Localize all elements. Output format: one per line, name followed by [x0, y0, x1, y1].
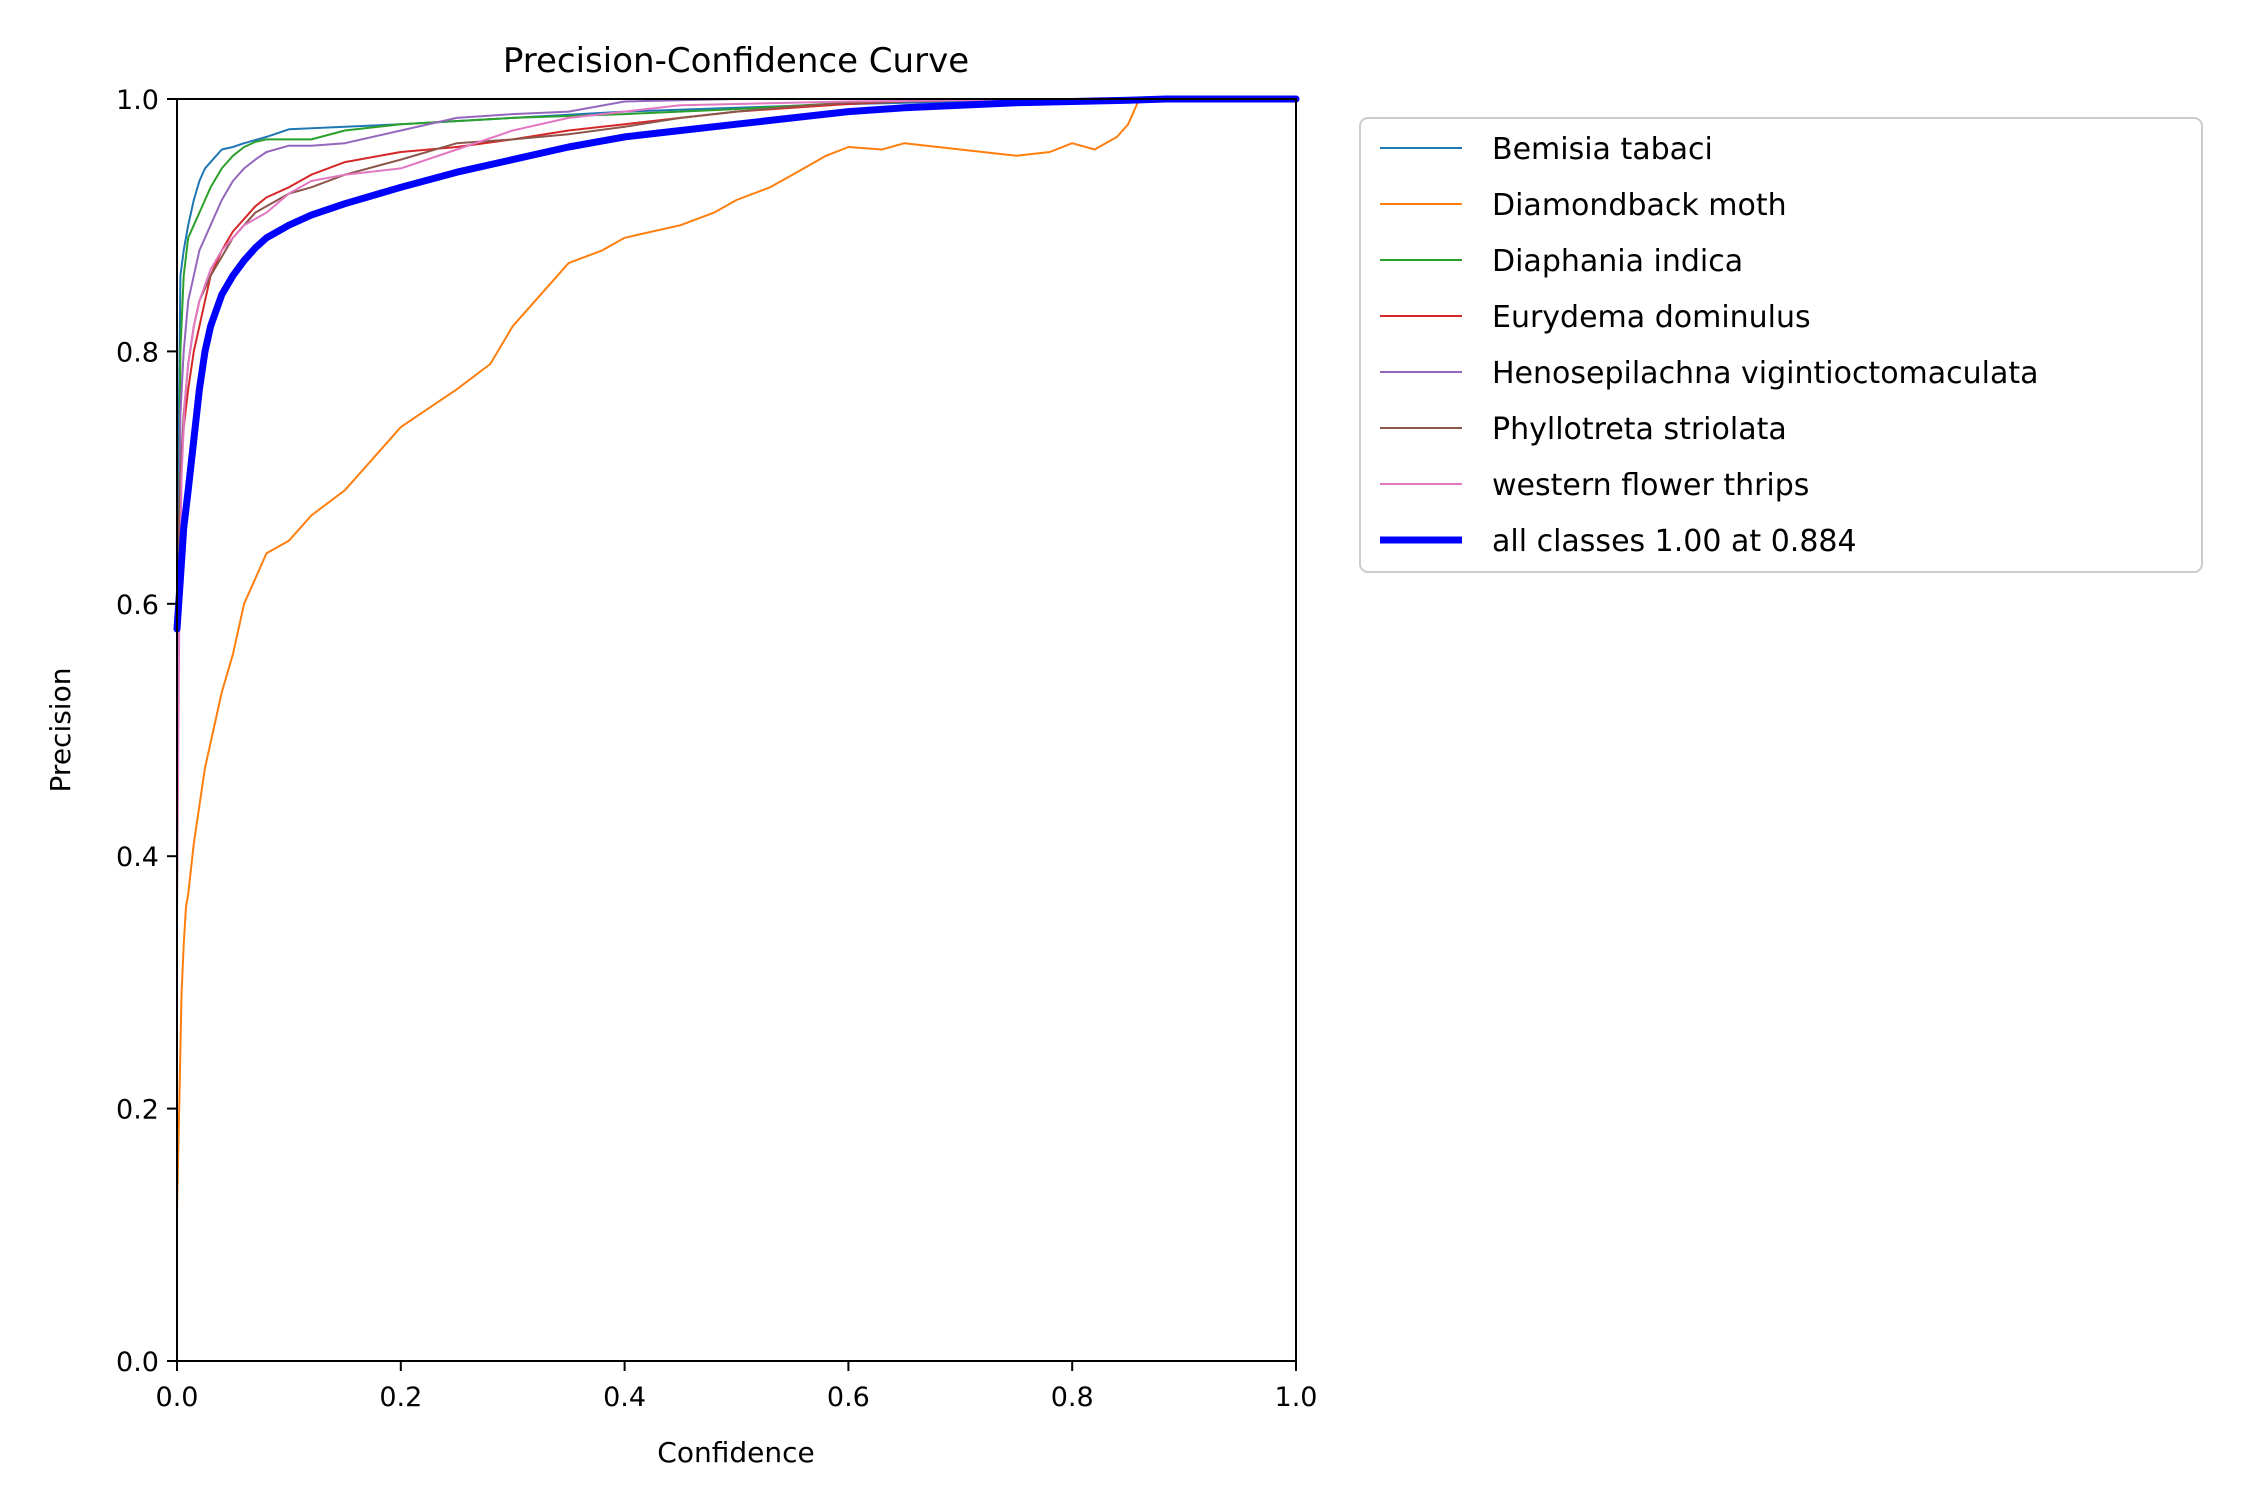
x-tick-label: 0.4	[603, 1382, 646, 1413]
series-line-5	[176, 98, 1297, 795]
chart-title: Precision-Confidence Curve	[503, 41, 969, 81]
x-tick-label: 1.0	[1275, 1382, 1318, 1413]
series-line-7	[176, 98, 1297, 921]
x-tick-label: 0.6	[827, 1382, 870, 1413]
y-tick-label: 0.8	[116, 337, 159, 368]
legend-label: Bemisia tabaci	[1492, 132, 1713, 167]
legend-label: Henosepilachna vigintioctomaculata	[1492, 356, 2039, 391]
legend-label: Phyllotreta striolata	[1492, 412, 1787, 447]
y-tick-label: 0.6	[116, 590, 159, 621]
legend-label: Diamondback moth	[1492, 188, 1787, 223]
legend-label: Diaphania indica	[1492, 244, 1743, 279]
y-tick-label: 0.0	[116, 1347, 159, 1378]
x-tick-label: 0.0	[156, 1382, 199, 1413]
legend-items: Bemisia tabaci Diamondback moth Diaphania …	[1380, 132, 2039, 559]
y-tick-label: 0.2	[116, 1095, 159, 1126]
series-layer	[173, 95, 1300, 1211]
y-tick-label: 1.0	[116, 85, 159, 116]
legend-label: western flower thrips	[1492, 468, 1809, 503]
series-line-8	[173, 95, 1300, 633]
legend-label: Eurydema dominulus	[1492, 300, 1811, 335]
x-tick-label: 0.8	[1051, 1382, 1094, 1413]
x-tick-label: 0.2	[379, 1382, 422, 1413]
legend: Bemisia tabaci Diamondback moth Diaphania …	[1359, 117, 2203, 573]
y-axis-label: Precision	[44, 668, 77, 793]
x-axis-ticks: 0.0 0.2 0.4 0.6 0.8 1.0	[156, 1361, 1318, 1413]
y-tick-label: 0.4	[116, 842, 159, 873]
legend-label: all classes 1.00 at 0.884	[1492, 524, 1857, 559]
plot-frame	[176, 98, 1297, 1362]
series-line-2	[176, 98, 1297, 1211]
legend-box	[1359, 117, 2203, 573]
series-line-3	[176, 98, 1297, 896]
x-axis-label: Confidence	[657, 1436, 814, 1469]
y-axis-ticks: 0.0 0.2 0.4 0.6 0.8 1.0	[116, 85, 177, 1378]
plot-area	[173, 95, 1300, 1362]
